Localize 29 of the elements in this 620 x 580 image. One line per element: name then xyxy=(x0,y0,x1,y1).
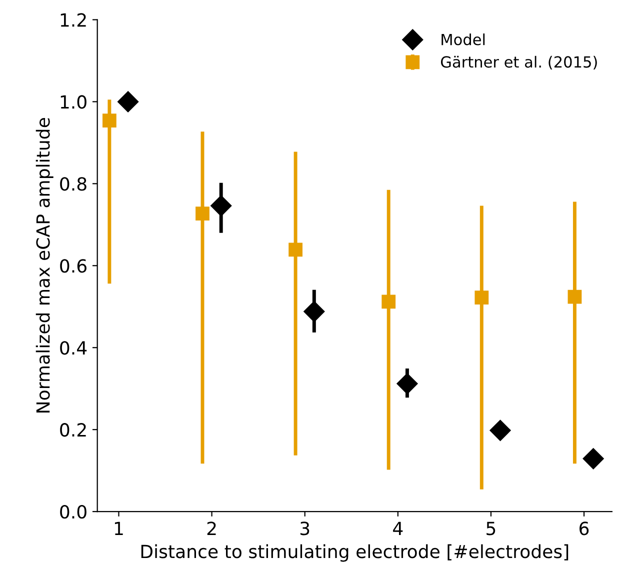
point xyxy=(582,448,604,470)
point xyxy=(288,242,302,257)
point xyxy=(102,114,116,128)
y-tick-label: 0.8 xyxy=(60,177,86,191)
point xyxy=(118,91,139,112)
point xyxy=(196,206,210,221)
point xyxy=(304,301,325,322)
y-tick-label: 0.6 xyxy=(60,259,86,273)
y-tick-label: 0.2 xyxy=(60,423,86,437)
y-tick-label: 1.2 xyxy=(60,13,86,27)
point xyxy=(568,290,582,304)
point xyxy=(396,373,418,394)
y-tick-label: 1.0 xyxy=(60,95,86,109)
y-tick-label: 0.4 xyxy=(60,341,87,355)
x-axis-title: Distance to stimulating electrode [#electrodes] xyxy=(141,544,568,562)
x-tick-label: 2 xyxy=(207,522,216,535)
x-tick-label: 4 xyxy=(393,522,403,535)
point xyxy=(210,195,232,216)
x-tick-label: 1 xyxy=(114,522,123,535)
y-tick-label: 0.0 xyxy=(60,505,86,519)
point xyxy=(474,290,489,305)
legend-label: Model xyxy=(442,33,485,46)
y-axis-title: Normalized max eCAP amplitude xyxy=(36,118,54,412)
point xyxy=(382,294,396,309)
legend-label: Gärtner et al. (2015) xyxy=(440,56,597,70)
point xyxy=(490,420,511,441)
x-tick-label: 3 xyxy=(300,522,310,536)
x-tick-label: 5 xyxy=(486,522,496,536)
x-tick-label: 6 xyxy=(580,522,589,536)
